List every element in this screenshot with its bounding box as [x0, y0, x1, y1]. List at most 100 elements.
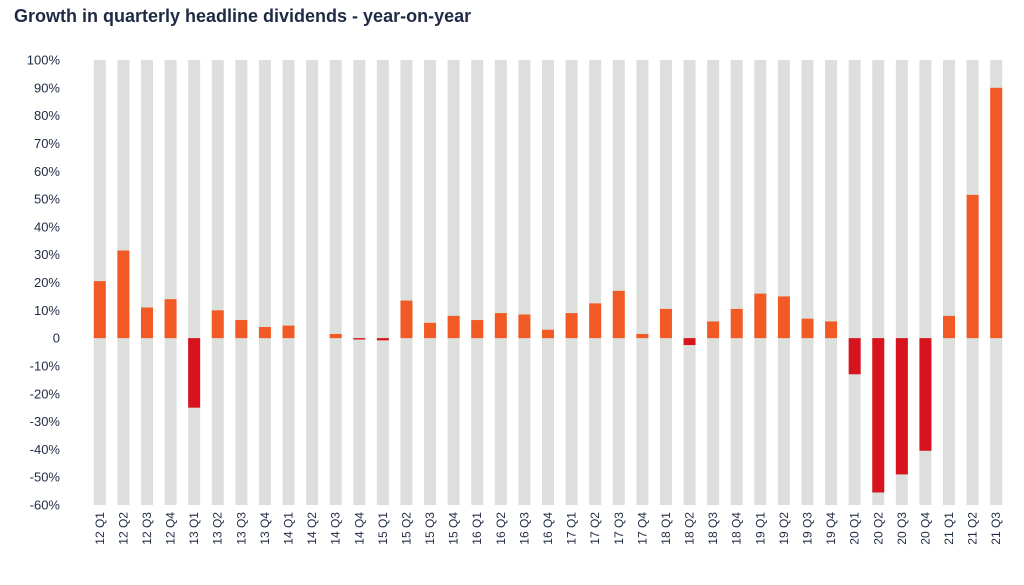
background-bar: [164, 60, 177, 505]
y-tick-label: 100%: [27, 53, 61, 68]
x-tick-label: 18 Q1: [659, 512, 673, 545]
x-tick-label: 14 Q1: [282, 512, 296, 545]
background-bar: [494, 60, 507, 505]
bar: [542, 329, 554, 339]
bar: [424, 322, 437, 339]
background-bar: [376, 60, 389, 505]
bar: [164, 299, 177, 339]
y-tick-label: 80%: [34, 108, 60, 123]
bar: [636, 333, 649, 339]
background-bar: [140, 60, 153, 505]
background-bar: [636, 60, 649, 505]
bar: [471, 320, 484, 339]
background-bar: [329, 60, 342, 505]
bar: [447, 315, 460, 339]
bar: [707, 321, 720, 339]
bar: [282, 325, 295, 339]
x-tick-label: 15 Q1: [376, 512, 390, 545]
bar: [211, 310, 224, 339]
x-tick-label: 13 Q3: [234, 512, 248, 545]
bar: [801, 318, 814, 339]
x-tick-label: 20 Q3: [895, 512, 909, 545]
x-tick-label: 20 Q1: [848, 512, 862, 545]
background-bar: [518, 60, 531, 505]
bar: [777, 296, 790, 339]
x-axis: 12 Q1 12 Q2 12 Q3 12 Q4 13 Q1 13 Q2 13 Q3 13 Q4…: [93, 512, 1003, 545]
y-tick-label: 90%: [34, 80, 60, 95]
x-tick-label: 20 Q2: [871, 512, 885, 545]
x-tick-label: 19 Q4: [824, 512, 838, 545]
background-bar: [188, 60, 201, 505]
x-tick-label: 15 Q3: [423, 512, 437, 545]
x-tick-label: 19 Q1: [753, 512, 767, 545]
bar: [919, 338, 932, 451]
bar: [353, 338, 366, 340]
bar: [494, 313, 507, 339]
x-tick-label: 17 Q3: [612, 512, 626, 545]
bar: [659, 308, 672, 339]
background-bar: [400, 60, 413, 505]
x-tick-label: 17 Q4: [635, 512, 649, 545]
background-bar: [353, 60, 366, 505]
background-bar: [471, 60, 484, 505]
background-bar: [565, 60, 578, 505]
x-tick-label: 17 Q1: [565, 512, 579, 545]
y-tick-label: 50%: [34, 192, 60, 207]
x-tick-label: 13 Q1: [187, 512, 201, 545]
bar: [93, 281, 106, 339]
y-tick-label: 60%: [34, 164, 60, 179]
x-tick-label: 18 Q3: [706, 512, 720, 545]
background-bar: [542, 60, 554, 505]
x-tick-label: 14 Q4: [352, 512, 366, 545]
chart-title: Growth in quarterly headline dividends -…: [14, 6, 472, 26]
background-bar: [235, 60, 248, 505]
x-tick-label: 16 Q4: [541, 512, 555, 545]
x-tick-label: 13 Q4: [258, 512, 272, 545]
background-bar: [447, 60, 460, 505]
bar: [872, 338, 885, 493]
bar: [895, 338, 908, 475]
background-bar: [282, 60, 295, 505]
x-tick-label: 14 Q3: [329, 512, 343, 545]
bar: [188, 338, 201, 408]
background-bar: [825, 60, 838, 505]
background-bar: [801, 60, 814, 505]
y-tick-label: -30%: [30, 414, 61, 429]
x-tick-label: 12 Q1: [93, 512, 107, 545]
background-bar: [659, 60, 672, 505]
background-bar: [777, 60, 790, 505]
bar: [966, 194, 979, 339]
x-tick-label: 20 Q4: [918, 512, 932, 545]
bar: [518, 314, 531, 339]
y-tick-label: 20%: [34, 275, 60, 290]
bar: [329, 333, 342, 339]
bar: [235, 320, 248, 339]
background-bar: [258, 60, 271, 505]
x-tick-label: 12 Q2: [116, 512, 130, 545]
background-bar: [848, 60, 861, 505]
x-tick-label: 18 Q2: [683, 512, 697, 545]
x-tick-label: 16 Q2: [494, 512, 508, 545]
background-bar: [306, 60, 319, 505]
bar: [754, 293, 767, 339]
background-bar: [424, 60, 437, 505]
x-tick-label: 21 Q2: [966, 512, 980, 545]
bar: [258, 327, 271, 339]
bar: [400, 300, 413, 339]
x-tick-label: 12 Q3: [140, 512, 154, 545]
x-tick-label: 15 Q4: [447, 512, 461, 545]
x-tick-label: 13 Q2: [211, 512, 225, 545]
y-tick-label: -40%: [30, 442, 61, 457]
y-tick-label: -10%: [30, 358, 61, 373]
y-tick-label: 10%: [34, 303, 60, 318]
x-tick-label: 17 Q2: [588, 512, 602, 545]
background-bar: [612, 60, 625, 505]
x-tick-label: 21 Q1: [942, 512, 956, 545]
data-bars: [93, 87, 1003, 493]
background-bar: [683, 60, 696, 505]
bar: [140, 307, 153, 339]
y-tick-label: 40%: [34, 219, 60, 234]
x-tick-label: 15 Q2: [399, 512, 413, 545]
background-bar: [754, 60, 767, 505]
